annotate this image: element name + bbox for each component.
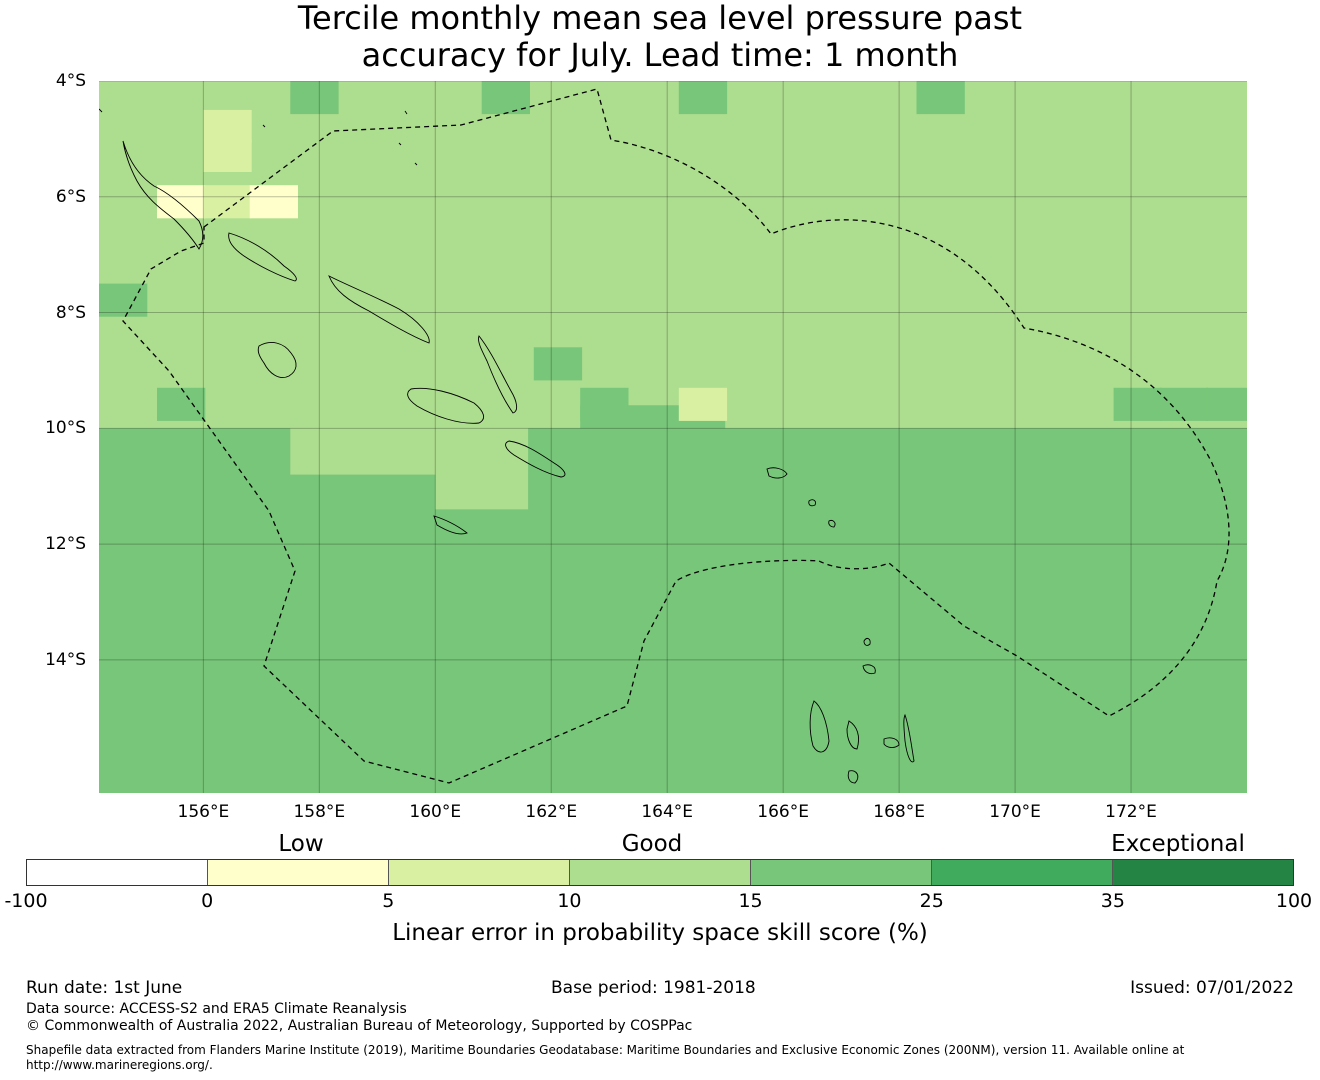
skill-cell-2 [157, 185, 206, 219]
skill-cell-7 [678, 81, 728, 115]
colorbar-segment-5 [932, 860, 1113, 885]
title-line-1: Tercile monthly mean sea level pressure … [297, 0, 1023, 37]
coastline-anuta [828, 520, 836, 528]
lon-label: 160°E [409, 802, 462, 822]
colorbar-segment-6 [1113, 860, 1293, 885]
skill-cell-3 [203, 185, 252, 219]
skill-cell-18 [1206, 387, 1247, 421]
colorbar-tick-label: 35 [1100, 890, 1125, 912]
colorbar-tick-label: 10 [557, 890, 582, 912]
issued-date: Issued: 07/01/2022 [1130, 978, 1294, 998]
coastline-ontong-java [99, 108, 418, 166]
coastline-pentecost [903, 713, 915, 763]
category-good-label: Good [621, 831, 683, 857]
colorbar-segment-4 [751, 860, 932, 885]
colorbar-tick-label: 100 [1275, 890, 1313, 912]
coastline-nendo [766, 467, 788, 479]
skill-cell-17 [1160, 387, 1209, 421]
colorbar-tick-label: -100 [4, 890, 48, 912]
lon-label: 166°E [757, 802, 810, 822]
colorbar-tick-label: 25 [919, 890, 944, 912]
skill-cell-5 [290, 81, 339, 115]
data-source: Data source: ACCESS-S2 and ERA5 Climate … [26, 1001, 407, 1017]
coastline-choiseul [228, 232, 297, 282]
coastline-tanna [847, 770, 859, 784]
lat-label: 8°S [55, 302, 86, 323]
coastline-malekula [846, 720, 860, 750]
skill-cell-8 [916, 81, 965, 115]
lon-label: 162°E [525, 802, 578, 822]
skill-cell-15 [157, 387, 206, 421]
skill-cell-0 [203, 109, 252, 143]
lat-label: 6°S [55, 186, 86, 207]
skill-cell-4 [249, 185, 298, 219]
colorbar-title: Linear error in probability space skill … [392, 920, 928, 946]
map-panel [99, 81, 1247, 793]
copyright: © Commonwealth of Australia 2022, Austra… [26, 1018, 693, 1034]
colorbar-tick-label: 0 [201, 890, 214, 912]
colorbar [26, 859, 1294, 886]
colorbar-segment-2 [389, 860, 570, 885]
shapefile-credit-line-2: http://www.marineregions.org/. [26, 1058, 213, 1072]
coastline-bougainville [122, 140, 204, 250]
lat-label: 12°S [45, 534, 86, 555]
coastline-rennell [433, 515, 468, 535]
title-line-2: accuracy for July. Lead time: 1 month [361, 36, 959, 74]
base-period: Base period: 1981-2018 [551, 978, 756, 998]
coastline-santa-isabel [328, 275, 430, 344]
colorbar-segment-3 [570, 860, 751, 885]
skill-cell-11 [99, 283, 148, 317]
colorbar-tick-label: 5 [382, 890, 395, 912]
coastlines [99, 108, 915, 784]
skill-cell-13 [533, 347, 583, 381]
lon-label: 168°E [873, 802, 925, 822]
lon-label: 170°E [989, 802, 1041, 822]
map-title: Tercile monthly mean sea level pressure … [0, 0, 1320, 74]
eez-solomon-islands [122, 88, 1230, 784]
coastline-malaita [478, 335, 518, 414]
lon-label: 164°E [641, 802, 694, 822]
skill-cell-1 [203, 138, 252, 172]
coastline-ambae [862, 664, 876, 675]
lon-label: 156°E [177, 802, 230, 822]
coastline-espiritu-santo [809, 700, 830, 753]
colorbar-tick-label: 15 [738, 890, 763, 912]
skill-cells [99, 81, 1247, 793]
lon-label: 158°E [293, 802, 346, 822]
colorbar-segment-0 [27, 860, 208, 885]
eez-boundaries [122, 88, 1230, 784]
coastline-guadalcanal [407, 387, 485, 424]
lon-label: 172°E [1105, 802, 1157, 822]
run-date: Run date: 1st June [26, 978, 183, 998]
coastline-efate [883, 737, 900, 748]
category-exceptional-label: Exceptional [1111, 831, 1245, 857]
coastline-new-georgia [257, 342, 297, 378]
lat-label: 14°S [45, 649, 86, 670]
skill-region-high [99, 405, 1247, 793]
skill-score-map [99, 81, 1247, 793]
coastline-makira [505, 440, 566, 478]
colorbar-segment-1 [208, 860, 389, 885]
coastline-tikopia [808, 499, 816, 507]
skill-cell-16 [1113, 387, 1162, 421]
graticule [99, 81, 1247, 793]
shapefile-credit-line-1: Shapefile data extracted from Flanders M… [26, 1043, 1185, 1057]
coastline-torres [863, 637, 871, 646]
category-low-label: Low [278, 831, 324, 857]
lat-label: 4°S [55, 71, 86, 91]
skill-cell-14 [580, 387, 629, 421]
lat-label: 10°S [45, 418, 86, 439]
skill-cell-12 [678, 387, 728, 421]
